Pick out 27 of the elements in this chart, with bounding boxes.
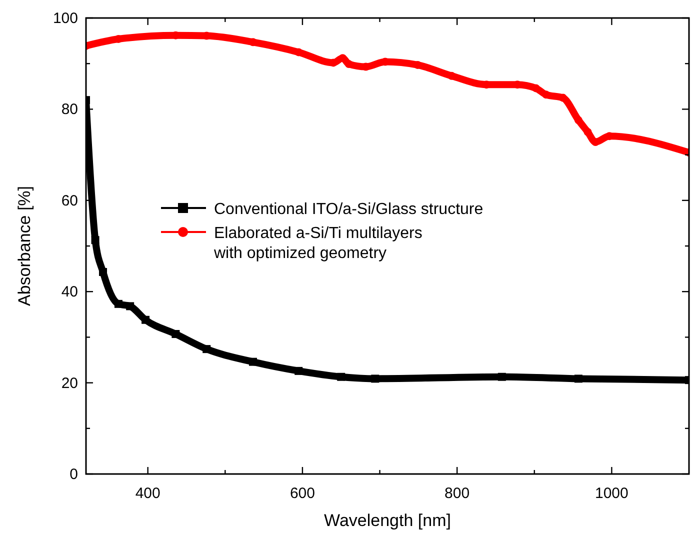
legend-label: Elaborated a-Si/Ti multilayers with optimized geometry (213, 225, 422, 262)
point (584, 128, 592, 136)
y-axis-title: Absorbance [%] (15, 186, 34, 306)
point (542, 90, 550, 99)
y-tick-label: 60 (61, 192, 78, 210)
y-tick-label: 80 (61, 101, 78, 118)
point (591, 138, 600, 146)
point (338, 54, 347, 62)
point (344, 60, 353, 68)
y-tick-label: 20 (61, 374, 78, 392)
x-tick-label: 400 (135, 485, 160, 502)
y-tick-label: 0 (70, 466, 78, 483)
y-tick-label: 100 (52, 10, 78, 27)
x-tick-label: 1000 (595, 485, 628, 502)
point (532, 84, 540, 92)
y-tick-label: 40 (61, 284, 78, 301)
legend-label: Conventional ITO/a-Si/Glass structure (214, 201, 484, 218)
point (126, 302, 134, 310)
point (172, 330, 180, 338)
point (294, 48, 303, 56)
point (114, 300, 122, 308)
point (448, 72, 456, 80)
point (142, 316, 150, 324)
x-axis-title: Wavelength [nm] (324, 511, 451, 530)
x-tick-label: 800 (444, 485, 470, 502)
point (574, 116, 582, 124)
x-tick-label: 600 (290, 485, 315, 502)
